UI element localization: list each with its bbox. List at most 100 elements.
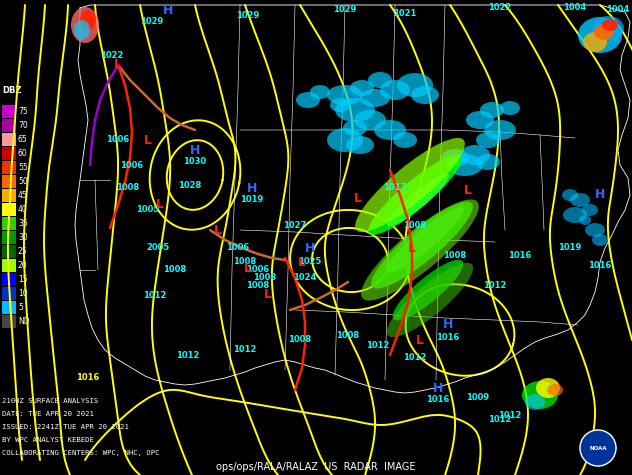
Ellipse shape [327, 128, 363, 152]
Text: 70: 70 [18, 121, 28, 130]
Text: ops/ops/RALA/RALAZ  US  RADAR  IMAGE: ops/ops/RALA/RALAZ US RADAR IMAGE [216, 462, 416, 472]
Bar [2, 287, 16, 300]
Text: 35: 35 [18, 219, 28, 228]
Ellipse shape [380, 80, 410, 100]
Ellipse shape [387, 173, 449, 227]
Text: 1008: 1008 [253, 274, 277, 283]
Text: 10: 10 [18, 289, 28, 298]
Bar [2, 105, 16, 118]
Text: 1008: 1008 [336, 331, 360, 340]
Text: 1012: 1012 [233, 345, 257, 354]
Text: 1022: 1022 [489, 3, 512, 12]
Bar [2, 175, 16, 188]
Text: 40: 40 [18, 205, 28, 214]
Bar [2, 259, 16, 272]
Bar [2, 315, 16, 328]
Ellipse shape [343, 120, 367, 136]
Text: L: L [156, 199, 164, 211]
Ellipse shape [583, 32, 607, 52]
Text: 1029: 1029 [333, 6, 356, 15]
Ellipse shape [484, 120, 516, 140]
Bar [2, 189, 16, 202]
Text: L: L [464, 183, 472, 197]
Ellipse shape [387, 263, 473, 337]
Text: 1008: 1008 [403, 220, 427, 229]
Text: H: H [443, 319, 453, 332]
Ellipse shape [547, 384, 563, 396]
Text: 1006: 1006 [106, 135, 130, 144]
Text: 1019: 1019 [240, 196, 264, 205]
Text: 1012: 1012 [483, 281, 507, 289]
Text: 15: 15 [18, 275, 28, 284]
Text: 1021: 1021 [393, 10, 416, 19]
Ellipse shape [360, 89, 390, 107]
Text: 2100Z SURFACE ANALYSIS: 2100Z SURFACE ANALYSIS [2, 398, 98, 404]
Bar [2, 245, 16, 258]
Text: DATE: TUE APR 20 2021: DATE: TUE APR 20 2021 [2, 411, 94, 417]
Text: L: L [354, 191, 362, 205]
Text: ND: ND [18, 317, 30, 326]
Ellipse shape [579, 215, 591, 225]
Ellipse shape [411, 86, 439, 104]
Text: 1008: 1008 [116, 183, 140, 192]
Ellipse shape [346, 136, 374, 154]
Ellipse shape [480, 102, 504, 118]
Text: H: H [163, 3, 173, 17]
Ellipse shape [393, 132, 417, 148]
Ellipse shape [374, 120, 406, 140]
Ellipse shape [80, 10, 96, 30]
Ellipse shape [562, 189, 578, 201]
Text: NOAA: NOAA [589, 446, 607, 450]
Text: H: H [190, 143, 200, 156]
Text: 5: 5 [18, 303, 23, 312]
Ellipse shape [466, 111, 494, 129]
Ellipse shape [441, 149, 469, 167]
Text: 1004: 1004 [563, 3, 586, 12]
Bar [2, 119, 16, 132]
Circle shape [580, 430, 616, 466]
Ellipse shape [327, 85, 363, 105]
Ellipse shape [525, 394, 545, 410]
Ellipse shape [368, 72, 392, 88]
Text: 1009: 1009 [466, 393, 490, 402]
Text: ISSUED: 2241Z TUE APR 20 2021: ISSUED: 2241Z TUE APR 20 2021 [2, 424, 129, 430]
Text: 1027: 1027 [283, 220, 307, 229]
Text: 65: 65 [18, 135, 28, 144]
Text: L: L [264, 288, 272, 302]
Text: 1016: 1016 [427, 396, 450, 405]
Ellipse shape [71, 7, 99, 43]
Text: L: L [244, 262, 252, 275]
Text: 1024: 1024 [293, 274, 317, 283]
Ellipse shape [592, 16, 624, 40]
Ellipse shape [500, 101, 520, 115]
Ellipse shape [460, 145, 490, 165]
Ellipse shape [594, 24, 614, 40]
Ellipse shape [570, 193, 590, 207]
Ellipse shape [397, 73, 433, 97]
Bar [2, 273, 16, 286]
Text: H: H [595, 189, 605, 201]
Text: 1012: 1012 [367, 341, 390, 350]
Text: H: H [305, 241, 315, 255]
Text: BY WPC ANALYST KEBEDE: BY WPC ANALYST KEBEDE [2, 437, 94, 443]
Text: L: L [214, 224, 222, 237]
Text: 1004: 1004 [606, 6, 629, 15]
Text: 1012: 1012 [498, 410, 521, 419]
Bar [2, 231, 16, 244]
Ellipse shape [536, 378, 560, 398]
Text: 1016: 1016 [76, 373, 100, 382]
Ellipse shape [522, 381, 558, 409]
Bar [2, 217, 16, 230]
Text: 1016: 1016 [508, 250, 532, 259]
Ellipse shape [371, 201, 473, 288]
Text: L: L [144, 133, 152, 146]
Ellipse shape [592, 234, 608, 246]
Text: 2005: 2005 [147, 244, 169, 253]
Text: 60: 60 [18, 149, 28, 158]
Text: 1008: 1008 [288, 335, 312, 344]
Text: 1016: 1016 [436, 333, 459, 342]
Ellipse shape [585, 223, 605, 237]
Text: 55: 55 [18, 163, 28, 172]
Text: 1012: 1012 [403, 353, 427, 362]
Text: 20: 20 [18, 261, 28, 270]
